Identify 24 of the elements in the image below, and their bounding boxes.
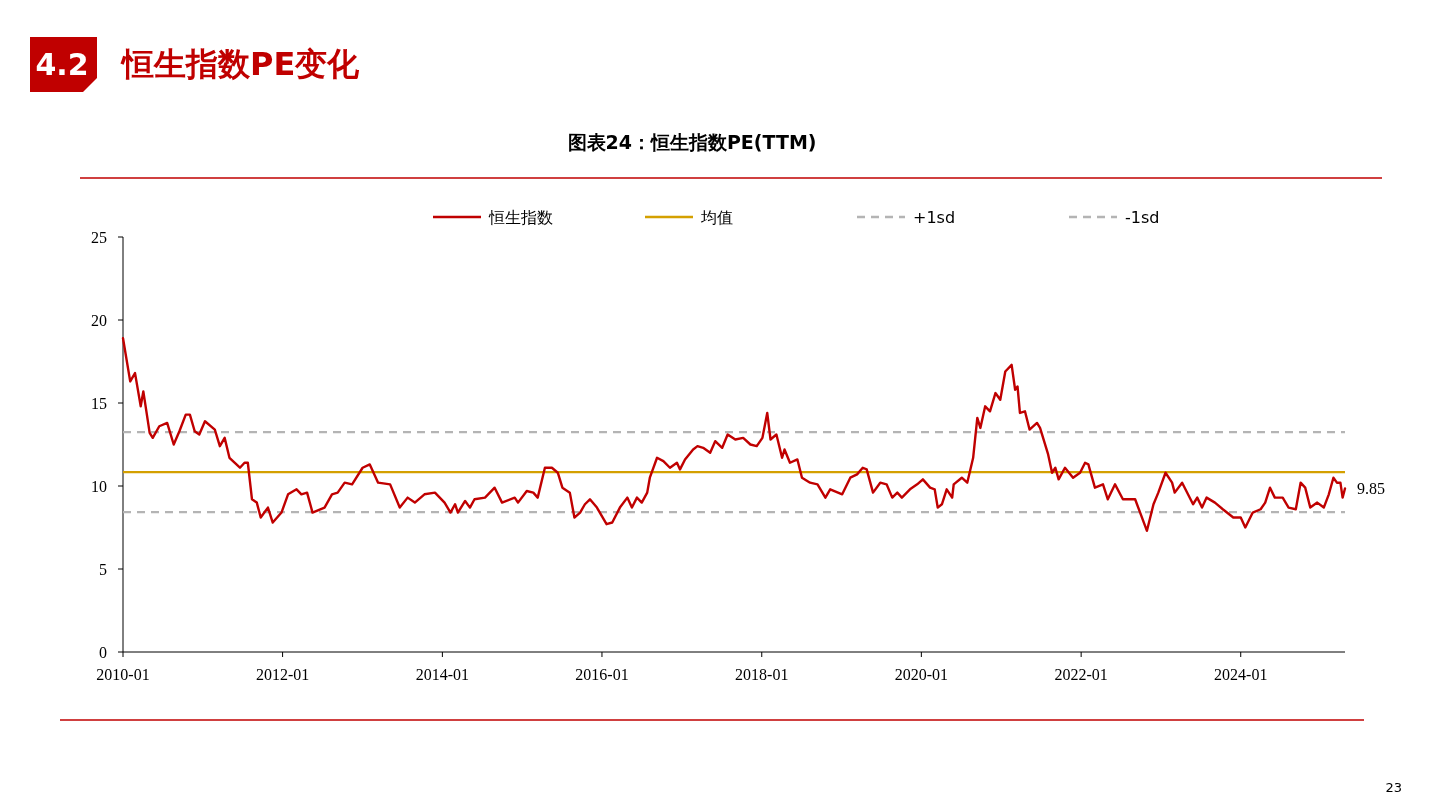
- x-tick-label: 2012-01: [255, 666, 310, 683]
- annotation: 9.85: [1357, 480, 1385, 498]
- x-tick-label: 2010-01: [96, 666, 150, 683]
- x-tick-label: 2016-01: [575, 666, 629, 683]
- text: 4.2: [35, 47, 89, 82]
- y-tick-label: 20: [91, 312, 107, 329]
- y-tick-label: 10: [91, 478, 107, 495]
- x-tick-label: 2014-01: [415, 666, 470, 683]
- text: 23: [1385, 780, 1402, 795]
- y-tick-label: 0: [99, 644, 107, 661]
- text: 恒生指数PE变化: [120, 45, 361, 83]
- legend-label: -1sd: [1125, 208, 1160, 227]
- x-tick-label: 2018-01: [735, 666, 789, 683]
- y-tick-label: 25: [91, 229, 107, 246]
- legend-label: +1sd: [913, 208, 956, 227]
- x-tick-label: 2024-01: [1214, 666, 1268, 683]
- line-series: [121, 337, 1347, 533]
- y-tick-label: 5: [99, 561, 107, 578]
- chart-title: 图表24：恒生指数PE(TTM): [567, 131, 817, 153]
- legend-label: 恒生指数: [488, 208, 553, 227]
- legend-label: 均值: [700, 208, 733, 227]
- x-tick-label: 2020-01: [894, 666, 949, 683]
- y-tick-label: 15: [91, 395, 107, 412]
- x-tick-label: 2022-01: [1054, 666, 1108, 683]
